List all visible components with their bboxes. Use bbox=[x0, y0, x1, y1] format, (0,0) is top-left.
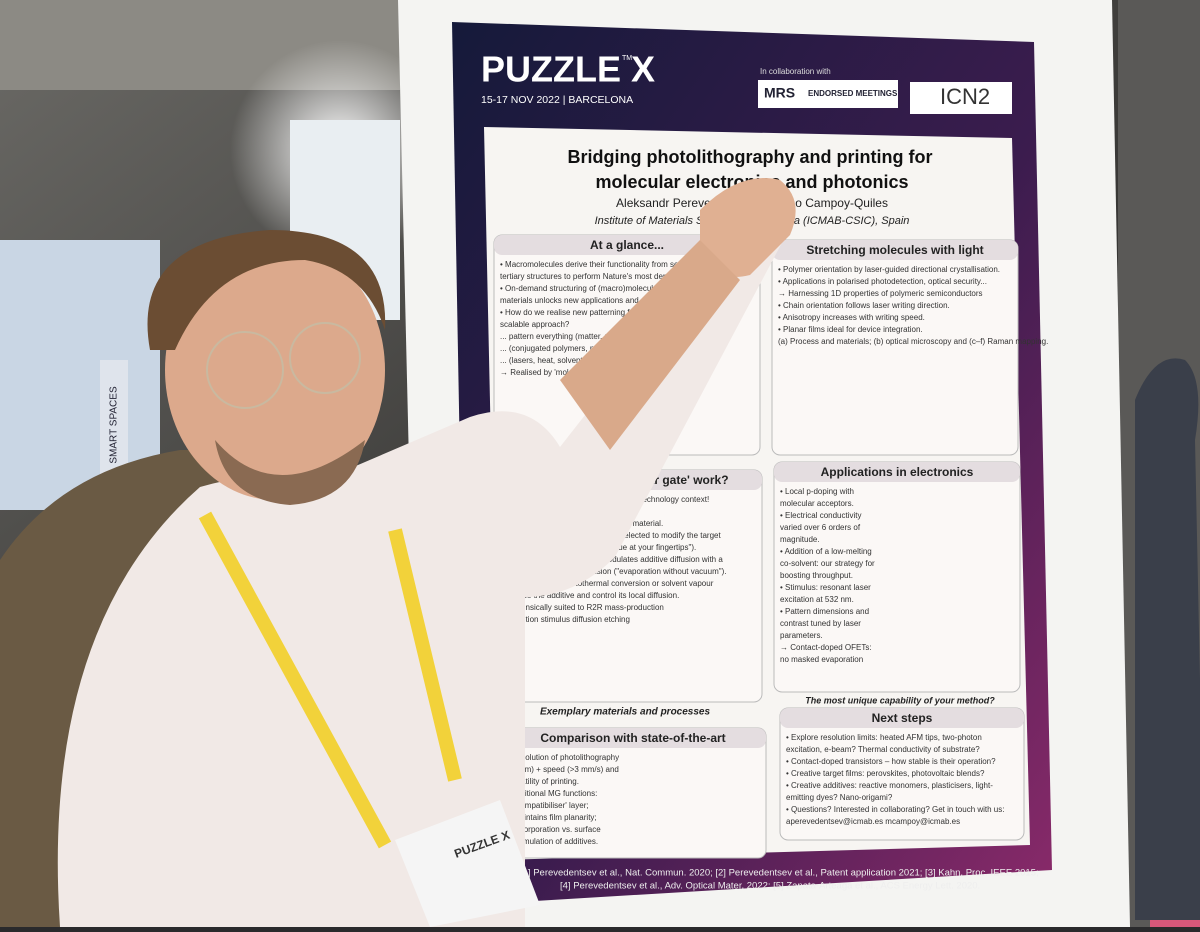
section-line: • Resolution of photolithography bbox=[506, 753, 619, 762]
section-line: • Chain orientation follows laser writin… bbox=[778, 301, 950, 310]
section-line: • Explore resolution limits: heated AFM … bbox=[786, 733, 982, 742]
section-header bbox=[500, 728, 766, 748]
endorsed: ENDORSED MEETINGS bbox=[808, 89, 898, 98]
section-line: ... (lasers, heat, solvent vapour jets) bbox=[500, 356, 627, 365]
section-line: ○ Maintains film planarity; bbox=[506, 813, 597, 822]
section-line: • Pattern dimensions and bbox=[780, 607, 869, 616]
section-line: • Questions? Interested in collaborating… bbox=[786, 805, 1004, 814]
section-line: scalable approach? bbox=[500, 320, 570, 329]
badge bbox=[395, 800, 540, 927]
section-line: • Planar films ideal for device integrat… bbox=[778, 325, 923, 334]
section-line: aperevedentsev@icmab.es mcampoy@icmab.es bbox=[786, 817, 960, 826]
section-line: • Macromolecules derive their functional… bbox=[500, 260, 722, 269]
section-line: • Creative target films: perovskites, ph… bbox=[786, 769, 985, 778]
person: PUZZLE X bbox=[0, 178, 796, 927]
lanyard bbox=[198, 511, 462, 849]
sign-text: SMART SPACES bbox=[109, 386, 120, 464]
section-line: deposition stimulus diffusion etching bbox=[502, 615, 630, 624]
section-line: → Harnessing 1D properties of polymeric … bbox=[778, 289, 983, 298]
section-line: → Intrinsically suited to R2R mass-produ… bbox=[502, 603, 664, 612]
section-heading: Applications in electronics bbox=[821, 465, 974, 479]
section-line: ○ Incorporation vs. surface bbox=[506, 825, 601, 834]
icn2: ICN2 bbox=[940, 84, 990, 109]
title: Bridging photolithography and printing f… bbox=[568, 147, 933, 167]
section-line: • Creative additives: reactive monomers,… bbox=[786, 781, 993, 790]
section-line: • Stimulus: resonant laser bbox=[780, 583, 871, 592]
section-line: • Stimulus: heat, photothermal conversio… bbox=[502, 579, 714, 588]
brand: PUZZLE X bbox=[481, 49, 655, 90]
section-line: excitation at 532 nm. bbox=[780, 595, 854, 604]
section-line: magnitude. bbox=[780, 535, 820, 544]
section-line: • Anisotropy increases with writing spee… bbox=[778, 313, 925, 322]
section-line: ○ 'Compatibiliser' layer; bbox=[506, 801, 589, 810]
section-line: • How do we realise new patterning for e… bbox=[500, 308, 718, 317]
section-line: • Addition of a low-melting bbox=[780, 547, 872, 556]
section-line: excitation, e-beam? Thermal conductivity… bbox=[786, 745, 980, 754]
section-line: mobilise the additive and control its lo… bbox=[502, 591, 679, 600]
glasses bbox=[289, 322, 361, 394]
section-line: emitting dyes? Nano-origami? bbox=[786, 793, 893, 802]
section-line: molecular acceptors. bbox=[780, 499, 854, 508]
section-line: • Additional MG functions: bbox=[506, 789, 597, 798]
forearm bbox=[560, 240, 740, 450]
face bbox=[165, 240, 385, 500]
section-line: accumulation of additives. bbox=[506, 837, 598, 846]
mrs-logo bbox=[758, 80, 898, 108]
section-line: co-solvent: our strategy for bbox=[780, 559, 875, 568]
section-line: molecule-on-demand precision ("evaporati… bbox=[502, 567, 726, 576]
section-line: ... (conjugated polymers, perovskites) bbox=[500, 344, 633, 353]
caption: The most unique capability of your metho… bbox=[805, 695, 995, 705]
section-line: boosting throughput. bbox=[780, 571, 853, 580]
mrs: MRS bbox=[764, 85, 795, 101]
reference: [1] Perevedentsev et al., Nat. Commun. 2… bbox=[520, 868, 1039, 879]
section-heading: At a glance... bbox=[590, 238, 664, 252]
section-line: • Applications in polarised photodetecti… bbox=[778, 277, 987, 286]
tm: TM bbox=[622, 55, 632, 62]
section-line: (a) Process and materials; (b) optical m… bbox=[778, 337, 1048, 346]
section-line: → Contact-doped OFETs: bbox=[780, 643, 872, 652]
section-line: • Local p-doping with bbox=[780, 487, 854, 496]
section-header bbox=[780, 708, 1024, 728]
reference: [4] Perevedentsev et al., Adv. Optical M… bbox=[560, 881, 980, 892]
section-line: parameters. bbox=[780, 631, 823, 640]
section-line: materials unlocks new applications and p… bbox=[500, 296, 711, 305]
section-heading: Next steps bbox=[872, 711, 933, 725]
section-line: ... pattern everything (matter, microstr… bbox=[500, 332, 658, 341]
section-heading: Comparison with state-of-the-art bbox=[540, 731, 725, 745]
section-line: • On-demand structuring of (macro)molecu… bbox=[500, 284, 697, 293]
section-line: varied over 6 orders of bbox=[780, 523, 861, 532]
bystander bbox=[1135, 358, 1200, 920]
section-line: no masked evaporation bbox=[780, 655, 863, 664]
section-line: • Electrical conductivity bbox=[780, 511, 862, 520]
dates: 15-17 NOV 2022 | BARCELONA bbox=[481, 94, 633, 106]
section-line: • Contact-doped transistors – how stable… bbox=[786, 757, 996, 766]
caption: Exemplary materials and processes bbox=[540, 707, 711, 718]
beard bbox=[215, 440, 365, 505]
section-line: • Polymer orientation by laser-guided di… bbox=[778, 265, 1000, 274]
section-heading: Stretching molecules with light bbox=[806, 243, 983, 257]
section-header bbox=[772, 240, 1018, 260]
collab: In collaboration with bbox=[760, 67, 831, 76]
section-header bbox=[774, 462, 1020, 482]
section-line: tertiary structures to perform Nature's … bbox=[500, 272, 717, 281]
icn2-logo bbox=[910, 82, 1012, 114]
section-line: contrast tuned by laser bbox=[780, 619, 861, 628]
hair bbox=[147, 230, 386, 350]
glasses bbox=[206, 331, 284, 409]
hand bbox=[700, 178, 796, 277]
section-line: (<5 µm) + speed (>3 mm/s) and bbox=[506, 765, 619, 774]
section-line: versatility of printing. bbox=[506, 777, 579, 786]
section-line: ○ Molecular gate interlayer: modulates a… bbox=[502, 555, 723, 564]
